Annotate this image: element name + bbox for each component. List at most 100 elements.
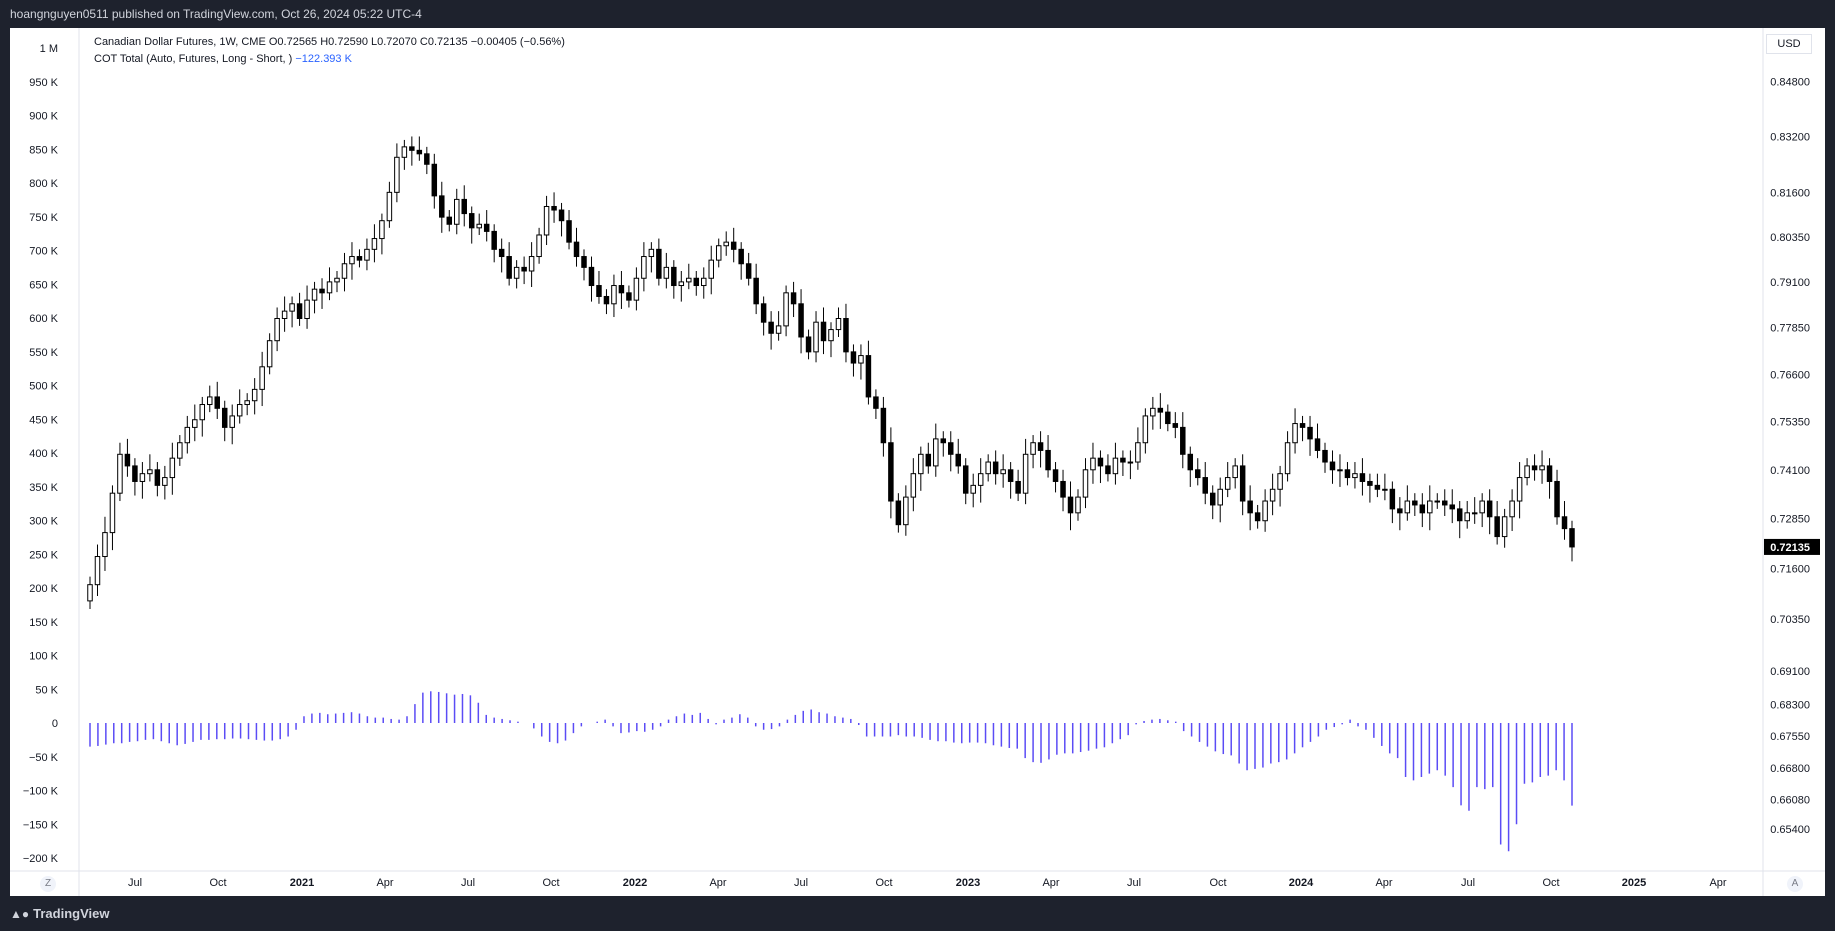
candle-body-down: [221, 407, 228, 428]
candle: [1232, 458, 1238, 489]
candle: [835, 307, 842, 337]
candle: [1389, 481, 1396, 524]
candle: [977, 458, 984, 503]
candle: [925, 442, 932, 474]
candle-body-up: [1142, 415, 1149, 444]
candle-body-down: [1397, 508, 1403, 514]
candle-body-up: [686, 277, 692, 283]
left-axis-tick: 50 K: [35, 684, 58, 696]
candle-body-up: [910, 473, 917, 498]
candle-body-up: [903, 496, 909, 526]
time-axis-tick: Apr: [709, 877, 726, 889]
candle-body-down: [1007, 469, 1014, 482]
candle: [1344, 462, 1351, 486]
candle-body-down: [873, 396, 879, 409]
auto-scale-button[interactable]: A: [1787, 876, 1803, 892]
left-axis-tick: 250 K: [29, 549, 58, 561]
candle: [528, 242, 535, 287]
time-axis-tick: Jul: [1127, 877, 1141, 889]
candle-body-down: [671, 266, 677, 287]
candle: [1142, 408, 1149, 454]
candle: [1471, 497, 1478, 524]
candle-body-up: [723, 241, 729, 247]
left-axis-tick: 700 K: [29, 246, 58, 258]
candle-body-up: [147, 469, 153, 475]
candle: [1209, 485, 1216, 520]
candle: [506, 242, 512, 286]
candle-body-up: [813, 321, 819, 353]
candle-body-down: [1546, 465, 1553, 482]
candle-body-up: [244, 400, 250, 406]
candle: [1022, 438, 1029, 505]
candle-body-up: [236, 404, 243, 417]
candle: [1486, 489, 1493, 535]
candle-body-down: [1202, 477, 1208, 494]
auto-scale-left-button[interactable]: Z: [40, 876, 56, 892]
candle: [1037, 431, 1044, 468]
candle-body-up: [379, 220, 385, 240]
candle-body-down: [940, 438, 947, 444]
candle: [626, 285, 632, 308]
time-axis-tick: 2024: [1289, 877, 1314, 889]
candle-body-down: [1329, 461, 1336, 471]
candle: [678, 270, 685, 302]
candle: [102, 516, 108, 571]
currency-button[interactable]: USD: [1766, 34, 1812, 54]
candle-body-down: [296, 303, 303, 320]
time-axis-tick: Apr: [376, 877, 393, 889]
candle: [1165, 404, 1171, 432]
candle-body-up: [528, 256, 535, 272]
candle-body-down: [566, 220, 572, 243]
candle: [1127, 450, 1134, 480]
candle-body-down: [1412, 500, 1418, 506]
candle-body-down: [1449, 504, 1455, 510]
candle: [117, 442, 123, 502]
candles-layer: [87, 136, 1575, 610]
candle-body-down: [1097, 457, 1104, 467]
candle: [454, 188, 460, 235]
candle-body-up: [678, 281, 685, 287]
candle: [207, 385, 213, 413]
candle: [154, 462, 161, 497]
candle: [648, 242, 655, 273]
candle: [1120, 450, 1126, 477]
candle: [147, 454, 153, 482]
candle-body-up: [87, 584, 93, 602]
candle: [895, 493, 902, 533]
candle: [1352, 462, 1358, 489]
candle-body-down: [820, 321, 827, 342]
tradingview-logo[interactable]: ▲● TradingView: [10, 906, 109, 921]
candle: [139, 462, 146, 499]
candle: [1090, 442, 1096, 484]
candle: [513, 260, 520, 289]
candle: [768, 311, 774, 350]
candle-body-down: [573, 241, 580, 258]
candle: [162, 465, 168, 500]
candle: [596, 270, 602, 304]
candle-body-down: [558, 209, 565, 222]
candle: [521, 256, 527, 285]
candle-body-down: [1419, 504, 1426, 514]
candle: [1539, 450, 1545, 484]
candle-body-down: [880, 407, 887, 444]
candle-body-down: [1120, 457, 1126, 463]
time-axis-tick: Oct: [875, 877, 892, 889]
ohlc-values: O0.72565 H0.72590 L0.72070 C0.72135 −0.0…: [268, 36, 565, 48]
candle: [311, 281, 318, 314]
candle-body-down: [753, 277, 759, 305]
candle-body-down: [656, 248, 662, 279]
candle-body-up: [162, 477, 168, 486]
candle: [985, 454, 991, 482]
candle: [850, 344, 857, 377]
candle: [820, 307, 827, 355]
right-axis-tick: 0.77850: [1770, 323, 1810, 335]
time-axis-tick: 2025: [1622, 877, 1646, 889]
candle: [1150, 396, 1156, 430]
candle-body-down: [1037, 442, 1044, 451]
chart-area[interactable]: 1 M 950 K 900 K 850 K 800 K 750 K 700 K 650 K 60…: [10, 28, 1825, 898]
candle-body-up: [401, 146, 408, 158]
candle: [124, 438, 131, 477]
candle: [536, 227, 542, 264]
candle-body-up: [207, 396, 213, 406]
candle: [730, 227, 737, 263]
